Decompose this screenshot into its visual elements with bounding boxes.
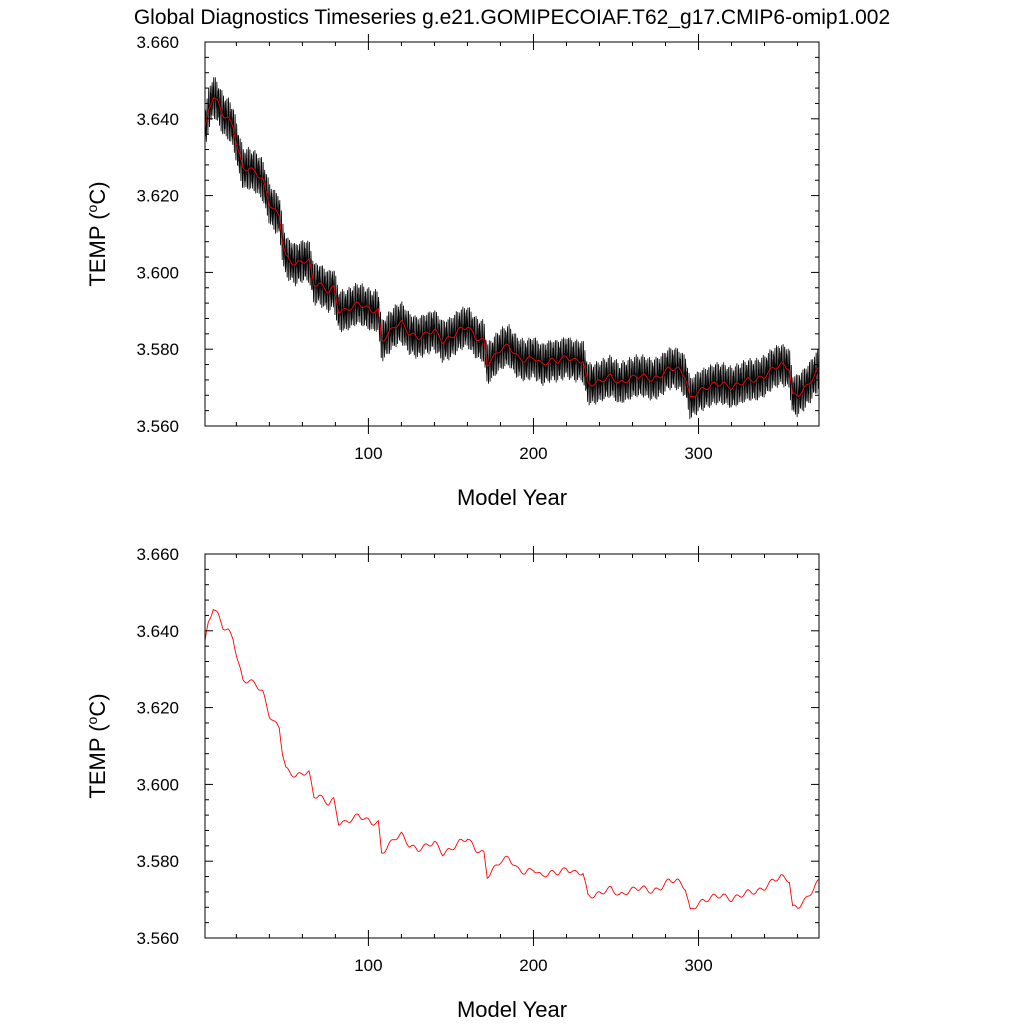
y-tick-label: 3.640: [136, 622, 179, 641]
bottom-panel-annual: 3.560 3.580 3.600 3.620 3.640 3.660 100 200 300 M…: [84, 545, 820, 1022]
x-tick-label: 300: [684, 956, 712, 975]
top-panel-monthly-annual: 3.560 3.580 3.600 3.620 3.640 3.660 100 200 300 M…: [84, 33, 820, 510]
x-tick-label: 200: [519, 956, 547, 975]
plot-frame: [204, 41, 820, 427]
y-axis-label: TEMP (oC): [84, 181, 110, 286]
y-axis-label-degree: o: [84, 204, 100, 212]
y-tick-label: 3.600: [136, 263, 179, 282]
plot-frame: [204, 553, 820, 939]
y-axis-label-end: C): [85, 181, 110, 204]
y-tick-label: 3.620: [136, 699, 179, 718]
plot-area: [205, 77, 819, 420]
x-axis-label: Model Year: [457, 485, 567, 510]
y-tick-label: 3.580: [136, 852, 179, 871]
y-axis-label-degree: o: [84, 716, 100, 724]
y-tick-label: 3.620: [136, 187, 179, 206]
y-tick-label: 3.660: [136, 33, 179, 52]
plot-area: [205, 608, 819, 910]
x-tick-label: 200: [519, 444, 547, 463]
x-tick-label: 100: [354, 956, 382, 975]
x-axis-label: Model Year: [457, 997, 567, 1022]
y-axis-label-main: TEMP (: [85, 724, 110, 799]
y-tick-label: 3.580: [136, 340, 179, 359]
series-monthly-line: [205, 77, 819, 420]
series-annual-line: [205, 608, 819, 910]
y-axis-label: TEMP (oC): [84, 693, 110, 798]
series-annual-line: [205, 96, 819, 398]
x-tick-label: 300: [684, 444, 712, 463]
y-tick-label: 3.600: [136, 775, 179, 794]
x-tick-label: 100: [354, 444, 382, 463]
y-tick-label: 3.660: [136, 545, 179, 564]
y-axis-label-main: TEMP (: [85, 212, 110, 287]
figure-title: Global Diagnostics Timeseries g.e21.GOMI…: [134, 6, 890, 29]
y-tick-label: 3.640: [136, 110, 179, 129]
y-tick-label: 3.560: [136, 417, 179, 436]
y-tick-label: 3.560: [136, 929, 179, 948]
y-axis-label-end: C): [85, 693, 110, 716]
